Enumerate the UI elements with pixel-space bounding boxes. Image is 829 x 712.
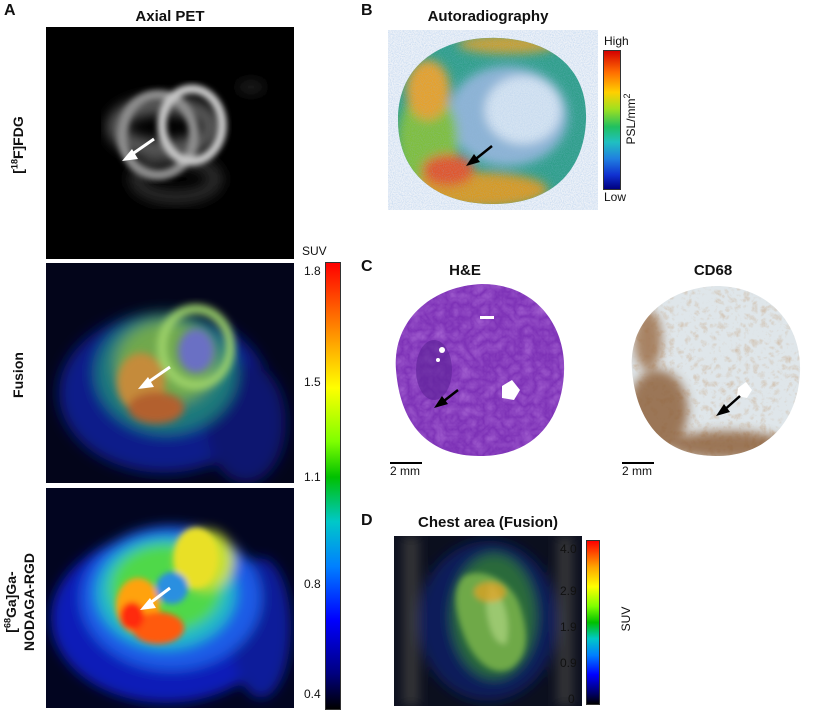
colorbar-d-tick: 0 — [568, 692, 575, 706]
panel-label-d: D — [361, 512, 373, 529]
cd68-title: CD68 — [693, 262, 733, 279]
colorbar-a-tick: 1.8 — [304, 264, 321, 278]
arrow-icon — [140, 586, 171, 610]
chest-fusion-image — [394, 536, 582, 706]
arrow-icon — [434, 389, 459, 408]
ga-rgd-pet-image — [46, 488, 294, 708]
panel-label-c: C — [361, 258, 373, 275]
colorbar-b — [603, 50, 621, 190]
fusion-image — [46, 263, 294, 483]
colorbar-a-tick: 1.1 — [304, 470, 321, 484]
colorbar-d-tick: 0.9 — [560, 656, 577, 670]
panel-label-b: B — [361, 2, 373, 19]
fdg-pet-image — [46, 27, 294, 259]
ga-row-label: [68Ga]Ga- NODAGA-RGD — [2, 553, 37, 651]
he-stain-image — [384, 280, 574, 460]
colorbar-a-tick: 0.4 — [304, 687, 321, 701]
colorbar-b-low: Low — [604, 190, 627, 204]
colorbar-d-tick: 2.9 — [560, 584, 577, 598]
fusion-row-label: Fusion — [10, 352, 26, 398]
colorbar-d-tick: 1.9 — [560, 620, 577, 634]
colorbar-d-label: SUV — [619, 606, 633, 632]
arrow-icon — [466, 145, 493, 166]
colorbar-a-tick: 1.5 — [304, 375, 321, 389]
colorbar-a — [325, 262, 341, 710]
cd68-stain-image — [618, 280, 812, 460]
he-scale-label: 2 mm — [390, 464, 420, 478]
arrow-icon — [716, 395, 741, 416]
cd68-scale-bar — [622, 462, 654, 464]
panel-label-a: A — [4, 2, 16, 19]
cd68-scale-label: 2 mm — [622, 464, 652, 478]
colorbar-a-label: SUV — [302, 244, 327, 258]
arrow-icon — [138, 365, 171, 389]
autoradiography-image — [388, 30, 598, 210]
arrow-icon — [122, 137, 155, 161]
fdg-row-label: [18F]FDG — [9, 116, 26, 174]
chest-area-title: Chest area (Fusion) — [417, 514, 559, 531]
colorbar-a-tick: 0.8 — [304, 577, 321, 591]
axial-pet-title: Axial PET — [135, 8, 205, 25]
colorbar-d-tick: 4.0 — [560, 542, 577, 556]
he-title: H&E — [449, 262, 481, 279]
colorbar-b-unit: PSL/mm2 — [622, 93, 638, 145]
he-scale-bar — [390, 462, 422, 464]
autoradiography-title: Autoradiography — [427, 8, 549, 25]
colorbar-b-high: High — [604, 34, 629, 48]
colorbar-d — [586, 540, 600, 705]
